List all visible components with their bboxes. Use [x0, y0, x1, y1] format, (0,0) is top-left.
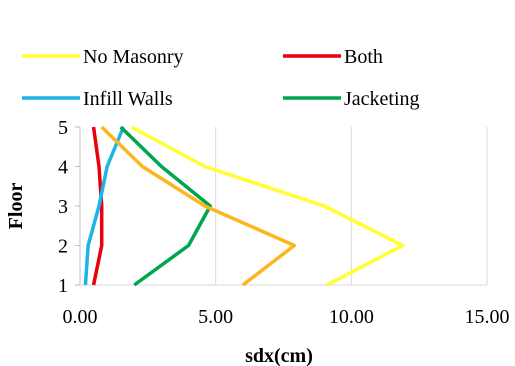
- y-tick-label: 5: [58, 117, 68, 139]
- y-axis-label: Floor: [5, 183, 27, 230]
- series-lines: [83, 125, 405, 287]
- x-tick-label: 10.00: [329, 306, 374, 328]
- series-line-unlabeled-4: [100, 125, 297, 287]
- x-tick-label: 15.00: [465, 306, 510, 328]
- gridlines: [75, 126, 488, 286]
- x-axis-label: sdx(cm): [245, 345, 313, 366]
- series-line-no-masonry: [130, 125, 405, 287]
- y-tick-label: 3: [58, 196, 68, 218]
- series-line-both: [91, 126, 104, 286]
- tick-labels: 0.00 5.00 10.00 15.00 1 2 3 4 5: [58, 117, 510, 328]
- y-tick-label: 2: [58, 236, 68, 258]
- y-tick-label: 4: [58, 157, 68, 179]
- legend-label-both: Both: [344, 46, 383, 68]
- legend-label-infill-walls: Infill Walls: [83, 88, 173, 110]
- legend-label-jacketing: Jacketing: [344, 88, 420, 110]
- legend: No Masonry Both Infill Walls Jacketing: [22, 46, 420, 110]
- x-tick-label: 0.00: [63, 306, 98, 328]
- legend-label-no-masonry: No Masonry: [83, 46, 184, 68]
- series-line-infill-walls: [83, 126, 126, 286]
- x-tick-label: 5.00: [198, 306, 233, 328]
- series-line-jacketing: [119, 125, 212, 287]
- y-tick-label: 1: [58, 275, 68, 297]
